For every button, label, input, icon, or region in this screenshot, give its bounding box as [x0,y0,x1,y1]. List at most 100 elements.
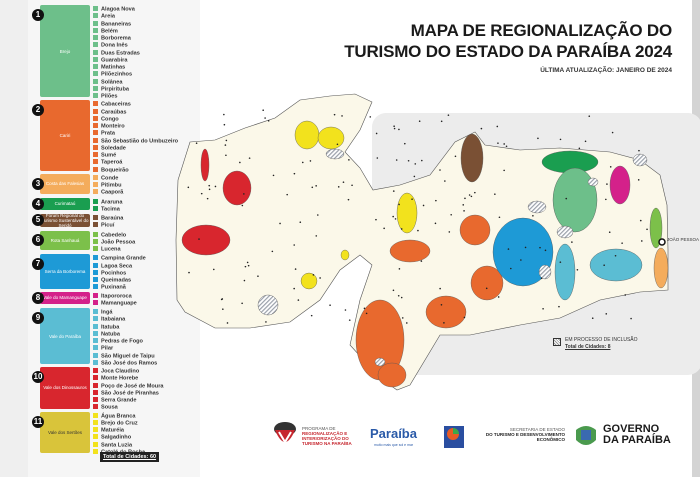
map-region-cariri[interactable] [459,214,491,246]
city-dot [400,296,403,299]
map-region-vale-dos-dinossauros[interactable] [222,170,252,206]
city-dot [393,125,395,128]
hatch-swatch-icon [553,338,561,346]
city-dot [497,142,499,144]
map-city-in-inclusion[interactable] [587,177,599,187]
city-dot [398,128,400,131]
color-swatch-icon [93,397,98,402]
color-swatch-icon [93,389,98,395]
legend-city-item: Belém [93,27,118,35]
city-dot [559,138,562,141]
map-region-vale-dos-sert-es[interactable] [396,192,418,234]
city-name: Solânea [101,79,123,85]
city-dot [310,314,313,317]
map-city-in-inclusion[interactable] [538,264,552,280]
city-dot [558,305,560,308]
color-swatch-icon [93,299,98,305]
city-dot [244,265,247,268]
color-swatch-icon [93,345,98,351]
city-dot [347,198,350,201]
map-city-in-inclusion[interactable] [257,294,279,316]
region-number-badge: 9 [32,312,44,324]
map-city-in-inclusion[interactable] [527,200,547,214]
map-region-brejo[interactable] [552,167,598,233]
city-dot [224,144,227,146]
map-city-in-inclusion[interactable] [556,225,574,239]
brand-slogan: muito mais que sol e mar [374,443,414,447]
city-dot [398,203,400,206]
map-region-vale-dos-dinossauros[interactable] [181,224,231,256]
color-swatch-icon [93,144,98,150]
legend-city-item: Natuba [93,330,120,338]
city-name: Picuí [101,222,115,229]
map-city-in-inclusion[interactable] [374,357,386,367]
color-swatch-icon [93,130,98,136]
legend-city-item: Brejo do Cruz [93,419,138,427]
color-swatch-icon [93,368,98,373]
city-dot [248,157,251,159]
map-region-vale-do-para-ba[interactable] [589,248,643,282]
city-dot [225,154,227,157]
legend-city-item: Itapororoca [93,292,132,300]
map-region-cariri[interactable] [377,362,407,388]
map-region-rota-sanhau-[interactable] [649,207,663,249]
map-region-f-rum-regional-do-turismo-sustent-vel-do-serid-[interactable] [460,133,484,183]
city-name: Água Branca [101,413,136,419]
capital-marker [658,238,666,246]
city-name: Brejo do Cruz [101,420,138,427]
city-dot [640,240,643,242]
region-number-badge: 3 [32,177,44,190]
map-region-cariri[interactable] [425,295,467,329]
city-name: Cabedelo [101,232,127,238]
map-city-in-inclusion[interactable] [632,153,648,167]
secretaria-text: SECRETARIA DE ESTADO DO TURISMO E DESENV… [485,427,565,442]
color-swatch-icon [93,49,98,55]
city-name: Sousa [101,404,118,411]
city-name: Caaporã [101,189,124,196]
legend-city-item: Monteiro [93,123,125,130]
city-dot [497,296,500,298]
city-dot [262,109,264,111]
city-name: Lagoa Seca [101,263,133,269]
legend-city-item: Maturéia [93,427,124,434]
city-dot [241,302,243,305]
city-dot [520,259,522,261]
legend-city-item: Monte Horebe [93,375,138,382]
city-name: Tacima [101,206,120,213]
city-dot [591,317,594,319]
map-region-serra-da-borborema[interactable] [492,217,554,287]
city-name: Areia [101,13,115,20]
map-region-vale-dos-sert-es[interactable] [300,272,318,290]
map-region-vale-dos-sert-es[interactable] [317,126,345,150]
map-region-cariri[interactable] [389,239,431,263]
color-swatch-icon [93,13,98,19]
color-swatch-icon [93,231,98,237]
color-swatch-icon [93,93,98,98]
map-region-costa-das-falesias[interactable] [653,247,669,289]
coat-of-arms-icon [576,426,596,445]
legend-city-item: Dona Inês [93,42,128,49]
map-region-vale-do-mamanguape[interactable] [609,165,631,205]
region-block: Serra da Borborema [40,254,90,289]
city-dot [505,145,508,148]
map-region-vale-dos-dinossauros[interactable] [200,148,210,182]
legend-city-item: Puxinanã [93,284,126,291]
city-name: São Miguel de Taipu [101,353,155,359]
city-name: São José de Piranhas [101,390,159,397]
legend-city-item: Pilar [93,345,113,352]
map-region-cariri[interactable] [470,265,504,301]
city-name: Campina Grande [101,255,146,262]
city-name: Itatuba [101,324,120,330]
map-region-vale-dos-sert-es[interactable] [294,120,320,150]
city-dot [393,127,396,130]
city-dot [470,195,473,198]
legend-city-item: Ingá [93,309,113,316]
city-name: Borborema [101,35,131,42]
city-dot [400,228,403,230]
legend-city-item: Pirpirituba [93,85,129,93]
map-region-vale-dos-sert-es[interactable] [340,249,350,261]
map-city-in-inclusion[interactable] [325,148,345,160]
map-region-vale-do-para-ba[interactable] [554,243,576,301]
city-dot [188,271,190,274]
city-dot [637,179,640,181]
